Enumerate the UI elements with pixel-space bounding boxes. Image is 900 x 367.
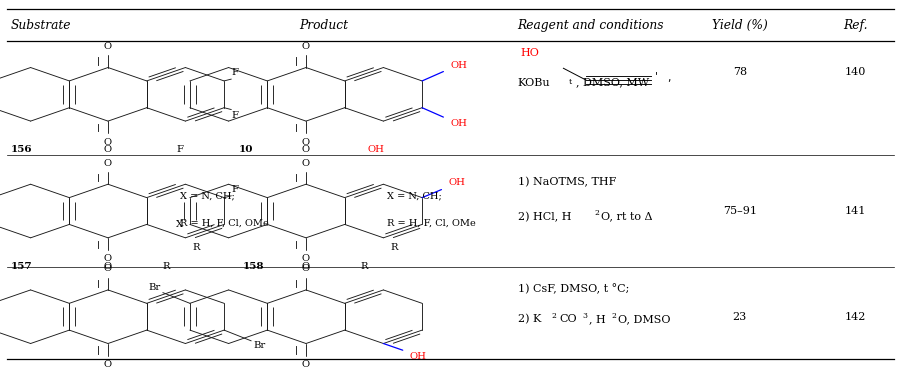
Text: 142: 142: [844, 312, 866, 322]
Text: Reagent and conditions: Reagent and conditions: [518, 19, 664, 32]
Text: O: O: [104, 145, 112, 154]
Text: 2: 2: [611, 312, 616, 320]
Text: X = N, CH;: X = N, CH;: [180, 191, 235, 200]
Text: 2: 2: [552, 312, 556, 320]
Text: O: O: [302, 360, 310, 367]
Text: ,: ,: [667, 73, 670, 83]
Text: F: F: [231, 112, 239, 120]
Text: Br: Br: [253, 341, 266, 350]
Text: R = H, F, Cl, OMe: R = H, F, Cl, OMe: [180, 218, 269, 228]
Text: t: t: [569, 77, 572, 86]
Text: ': ': [655, 70, 658, 81]
Text: KOBu: KOBu: [518, 78, 550, 88]
Text: CO: CO: [559, 314, 577, 324]
Text: O: O: [302, 145, 310, 154]
Text: O: O: [104, 360, 112, 367]
Text: OH: OH: [451, 119, 467, 128]
Text: O: O: [104, 138, 112, 146]
Text: 10: 10: [238, 145, 253, 154]
Text: O: O: [302, 262, 310, 271]
Text: Product: Product: [300, 19, 348, 32]
Text: O: O: [302, 254, 310, 263]
Text: 75–91: 75–91: [723, 206, 757, 216]
Text: O: O: [302, 138, 310, 146]
Text: 1) CsF, DMSO, t °C;: 1) CsF, DMSO, t °C;: [518, 283, 629, 294]
Text: OH: OH: [367, 145, 384, 154]
Text: R: R: [162, 262, 169, 271]
Text: F: F: [176, 145, 184, 154]
Text: HO: HO: [520, 48, 539, 58]
Text: OH: OH: [451, 61, 467, 70]
Text: O: O: [104, 254, 112, 263]
Text: O: O: [302, 42, 310, 51]
Text: O: O: [104, 262, 112, 271]
Text: 23: 23: [733, 312, 747, 322]
Text: F: F: [231, 68, 239, 77]
Text: O: O: [302, 265, 310, 273]
Text: X: X: [176, 220, 183, 229]
Text: O, rt to Δ: O, rt to Δ: [601, 211, 652, 221]
Text: 3: 3: [582, 312, 588, 320]
Text: 156: 156: [11, 145, 32, 154]
Text: R: R: [193, 243, 200, 252]
Text: Br: Br: [148, 283, 161, 292]
Text: 2: 2: [594, 209, 598, 217]
Text: 157: 157: [11, 262, 32, 271]
Text: R: R: [360, 262, 367, 271]
Text: 141: 141: [844, 206, 866, 216]
Text: 2) K: 2) K: [518, 314, 541, 325]
Text: O: O: [104, 42, 112, 51]
Text: R = H, F, Cl, OMe: R = H, F, Cl, OMe: [387, 218, 476, 228]
Text: 1) NaOTMS, THF: 1) NaOTMS, THF: [518, 177, 616, 188]
Text: Ref.: Ref.: [842, 19, 868, 32]
Text: 2) HCl, H: 2) HCl, H: [518, 211, 571, 222]
Text: Yield (%): Yield (%): [712, 19, 768, 32]
Text: O: O: [104, 159, 112, 168]
Text: X = N, CH;: X = N, CH;: [387, 191, 442, 200]
Text: , H: , H: [590, 314, 607, 324]
Text: 78: 78: [733, 67, 747, 77]
Text: Substrate: Substrate: [11, 19, 71, 32]
Text: OH: OH: [410, 352, 427, 361]
Text: 140: 140: [844, 67, 866, 77]
Text: , DMSO, MW: , DMSO, MW: [576, 78, 649, 88]
Text: R: R: [391, 243, 398, 252]
Text: 158: 158: [243, 262, 265, 271]
Text: O: O: [104, 265, 112, 273]
Text: F: F: [231, 185, 239, 194]
Text: O, DMSO: O, DMSO: [618, 314, 670, 324]
Text: OH: OH: [449, 178, 465, 187]
Text: O: O: [302, 159, 310, 168]
